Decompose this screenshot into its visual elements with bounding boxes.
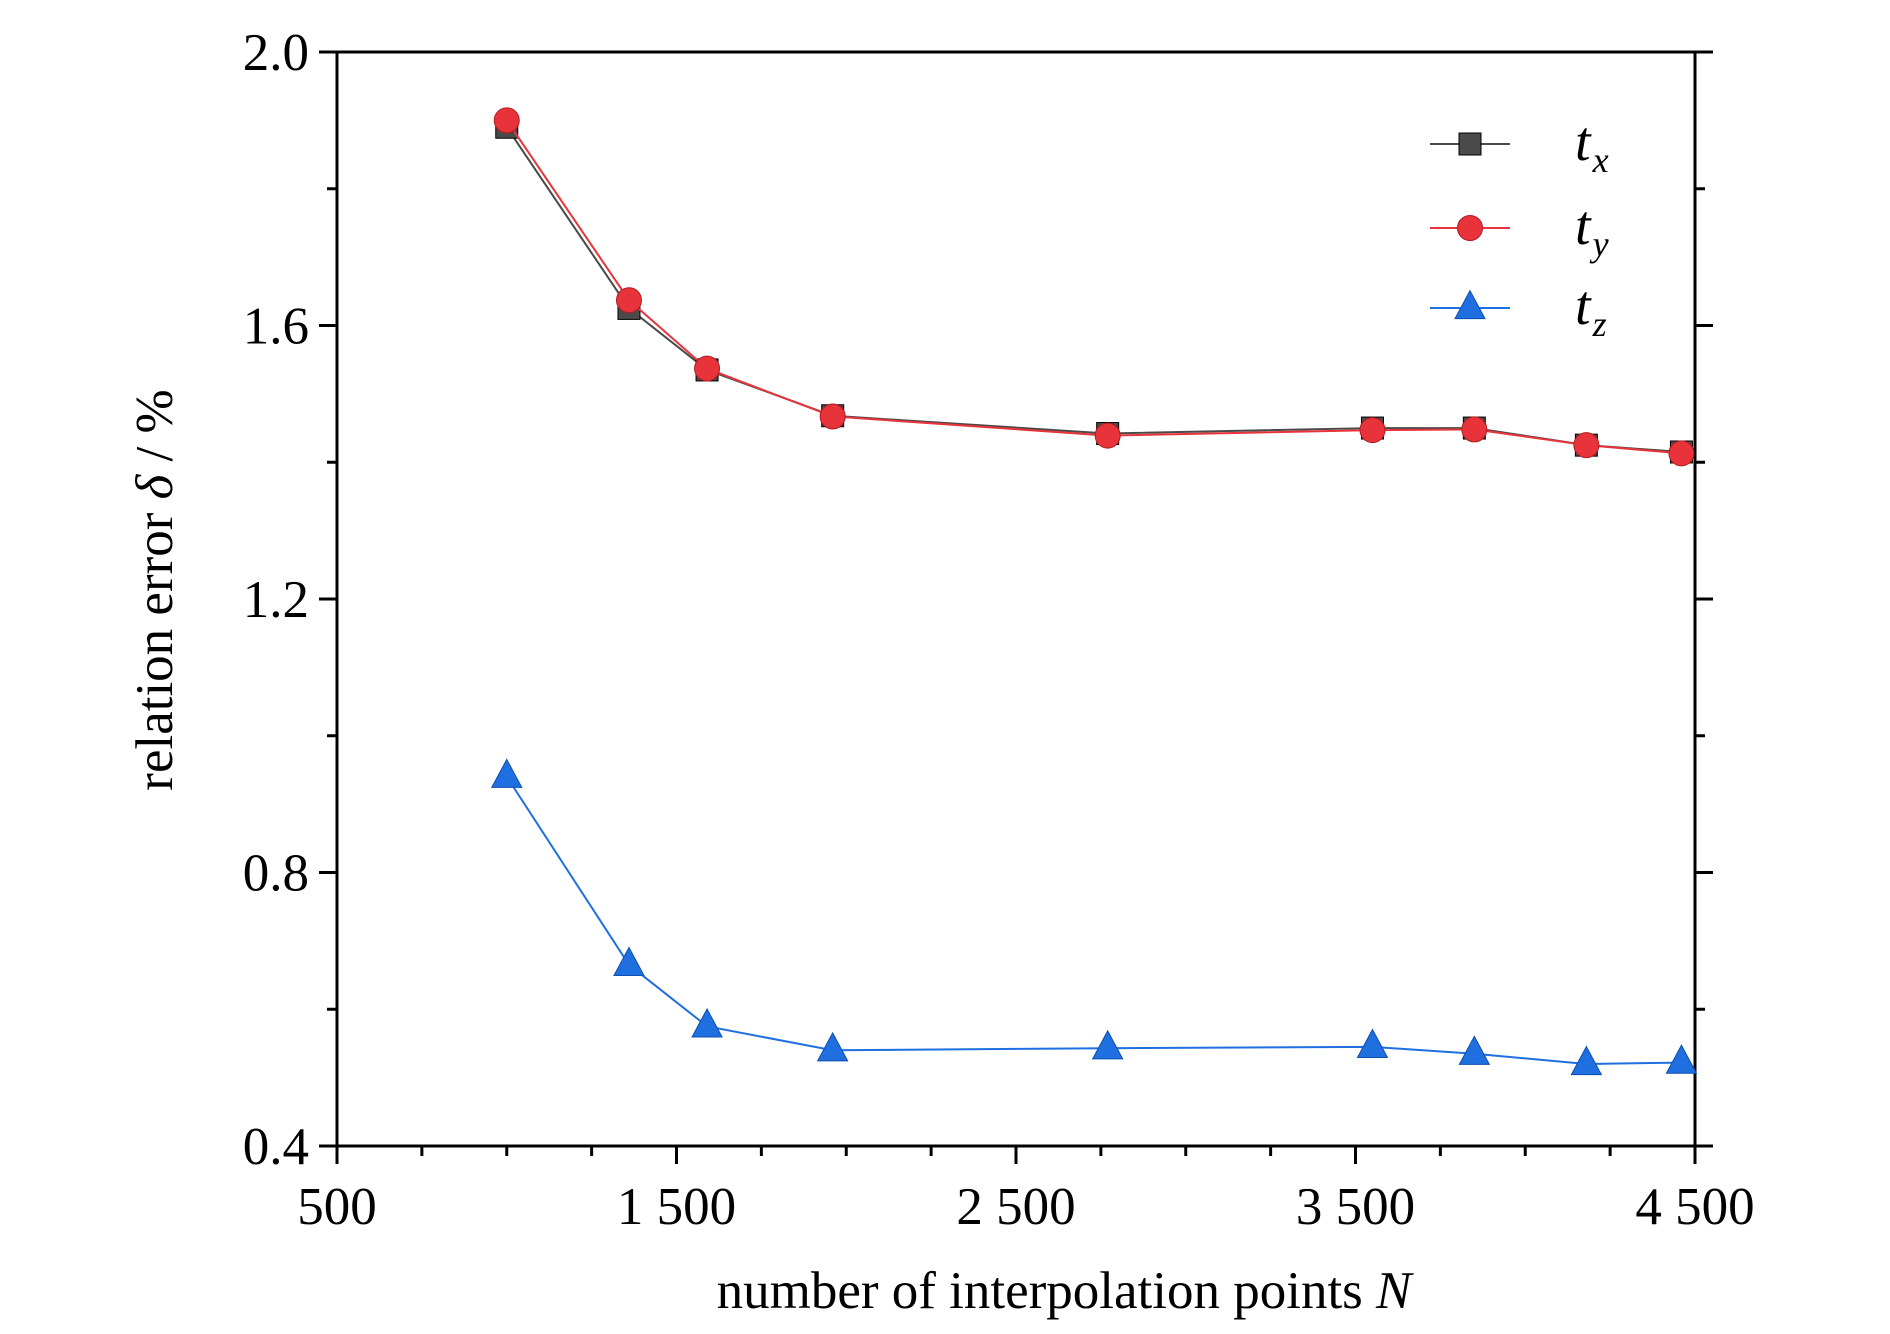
legend-item: ty [1430, 195, 1609, 264]
data-point-triangle [1665, 1044, 1698, 1074]
data-point-circle [1359, 417, 1386, 444]
legend-marker [1454, 289, 1486, 320]
y-tick-label: 1.2 [243, 571, 309, 629]
data-point-circle [1668, 440, 1695, 467]
data-point-circle [819, 403, 846, 430]
x-tick-labels: 500 1 500 2 500 3 500 4 500 [297, 1178, 1754, 1236]
data-point-triangle [490, 758, 523, 788]
data-point-circle [493, 107, 520, 134]
legend-label: tx [1575, 111, 1609, 180]
axis-ticks [319, 50, 1713, 1164]
x-axis-title: number of interpolation points N [717, 1262, 1414, 1320]
data-series [490, 107, 1698, 1076]
y-tick-label: 0.8 [243, 845, 309, 903]
x-tick-label: 2 500 [956, 1178, 1075, 1236]
data-point-circle [1094, 422, 1121, 449]
data-point-triangle [613, 946, 645, 976]
y-tick-label: 2.0 [243, 24, 309, 82]
legend-label: ty [1575, 195, 1609, 264]
data-point-circle [615, 287, 642, 314]
data-point-triangle [1091, 1029, 1124, 1060]
x-tick-label: 4 500 [1635, 1178, 1754, 1236]
x-tick-label: 1 500 [617, 1178, 736, 1236]
data-point-circle [1573, 432, 1600, 459]
y-axis-title: relation error δ / % [126, 389, 184, 790]
series-tx [495, 115, 1693, 464]
y-tick-label: 1.6 [243, 298, 309, 356]
series-line [505, 126, 1682, 453]
series-tz [490, 758, 1698, 1076]
data-point-circle [1461, 416, 1488, 443]
series-line [505, 119, 1682, 455]
x-tick-label: 3 500 [1296, 1178, 1415, 1236]
data-point-triangle [1356, 1028, 1389, 1058]
y-tick-label: 0.4 [243, 1118, 309, 1176]
data-point-triangle [691, 1007, 723, 1038]
y-tick-labels: 0.4 0.8 1.2 1.6 2.0 [243, 24, 309, 1176]
legend-label: tz [1575, 275, 1607, 344]
data-point-triangle [816, 1031, 849, 1062]
series-line [505, 776, 1682, 1065]
data-point-circle [694, 355, 721, 382]
legend-marker [1458, 132, 1482, 156]
plot-frame [335, 50, 1697, 1148]
x-tick-label: 500 [297, 1178, 377, 1236]
plot-border [335, 50, 1697, 1148]
data-point-triangle [1458, 1035, 1491, 1065]
series-ty [493, 107, 1695, 467]
legend-marker [1457, 215, 1483, 241]
legend-item: tz [1430, 275, 1607, 344]
legend: tx ty tz [1430, 111, 1609, 344]
legend-item: tx [1430, 111, 1609, 180]
data-point-triangle [1570, 1045, 1603, 1076]
